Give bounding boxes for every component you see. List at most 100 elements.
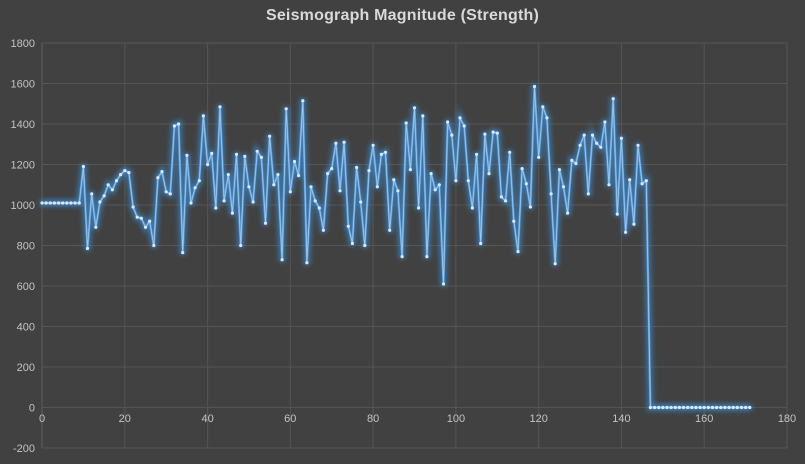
data-point-marker [81, 164, 85, 169]
x-tick-label: 80 [367, 413, 379, 425]
y-tick-label: 600 [17, 281, 35, 293]
data-point-marker [48, 201, 52, 205]
data-point-marker [114, 179, 119, 183]
data-point-marker [143, 225, 148, 229]
data-point-marker [57, 201, 61, 205]
data-point-marker [483, 132, 487, 136]
x-tick-label: 60 [284, 413, 296, 425]
data-point-marker [624, 230, 628, 234]
data-point-marker [549, 192, 553, 196]
data-point-marker [727, 405, 731, 410]
y-tick-label: 1000 [11, 200, 35, 212]
data-point-marker [263, 221, 268, 225]
data-point-marker [599, 145, 603, 149]
data-point-marker [723, 405, 727, 410]
data-point-marker [532, 84, 537, 89]
y-tick-label: 1600 [11, 78, 35, 90]
data-point-marker [619, 136, 624, 140]
data-point-marker [396, 189, 400, 193]
data-point-marker [172, 124, 176, 128]
data-point-marker [719, 405, 723, 410]
data-point-marker [570, 158, 574, 162]
data-point-marker [102, 194, 106, 198]
data-point-marker [189, 201, 193, 205]
data-point-marker [52, 201, 57, 205]
data-point-marker [272, 183, 276, 187]
data-point-marker [657, 405, 661, 410]
chart-title: Seismograph Magnitude (Strength) [265, 7, 540, 24]
data-point-marker [545, 116, 549, 120]
y-tick-label: 200 [17, 362, 35, 374]
data-point-marker [309, 185, 313, 189]
data-point-marker [206, 162, 210, 167]
data-point-marker [321, 228, 325, 232]
data-point-marker [665, 405, 669, 410]
data-point-marker [582, 133, 586, 137]
x-tick-label: 100 [447, 413, 465, 425]
data-point-marker [280, 258, 284, 262]
data-point-marker [574, 161, 578, 166]
data-point-marker [177, 122, 181, 126]
data-point-marker [561, 185, 566, 189]
y-tick-label: 1400 [11, 119, 35, 131]
data-point-marker [702, 405, 706, 410]
x-tick-label: 140 [612, 413, 630, 425]
data-point-marker [201, 114, 205, 118]
data-point-marker [230, 211, 234, 215]
data-point-marker [425, 255, 429, 259]
x-tick-label: 0 [39, 413, 45, 425]
data-point-marker [301, 99, 305, 103]
y-tick-label: -200 [13, 443, 35, 455]
data-point-marker [710, 405, 715, 410]
data-point-marker [268, 134, 272, 138]
data-point-marker [706, 405, 711, 410]
data-point-marker [524, 182, 528, 186]
data-point-marker [653, 405, 657, 410]
data-point-marker [313, 199, 317, 203]
y-tick-label: 0 [29, 402, 35, 414]
data-point-marker [690, 405, 694, 410]
data-point-marker [40, 201, 44, 205]
data-point-marker [512, 219, 516, 223]
data-point-marker [90, 192, 94, 196]
seismograph-series-glow [42, 86, 750, 412]
data-point-marker [644, 179, 648, 183]
data-point-marker [454, 179, 458, 183]
data-point-marker [292, 159, 297, 164]
data-point-marker [661, 405, 665, 410]
data-point-marker [110, 188, 114, 192]
data-point-marker [135, 215, 139, 219]
data-point-marker [139, 216, 143, 220]
data-point-marker [359, 200, 363, 204]
x-tick-label: 160 [695, 413, 713, 425]
data-point-marker [222, 199, 226, 203]
y-tick-label: 800 [17, 240, 35, 252]
data-point-marker [487, 172, 491, 176]
data-point-marker [462, 124, 466, 128]
data-point-marker [148, 219, 152, 223]
data-point-marker [748, 405, 752, 410]
data-point-marker [686, 405, 690, 410]
y-tick-label: 1200 [11, 159, 35, 171]
data-point-marker [495, 131, 499, 135]
data-point-marker [388, 228, 392, 232]
data-point-marker [383, 150, 388, 154]
data-point-marker [681, 405, 686, 410]
data-point-marker [508, 150, 512, 154]
data-point-marker [44, 201, 48, 205]
seismograph-series-line-highlight [42, 86, 750, 408]
data-point-marker [255, 149, 259, 153]
data-point-marker [251, 200, 255, 204]
data-point-marker [437, 183, 441, 187]
data-point-marker [640, 182, 644, 186]
data-point-marker [106, 183, 110, 187]
data-point-marker [595, 141, 599, 145]
data-point-marker [375, 185, 379, 189]
data-point-marker [450, 133, 454, 137]
data-point-marker [421, 114, 425, 118]
data-point-marker [297, 174, 301, 178]
data-point-marker [632, 222, 636, 226]
data-point-marker [590, 133, 595, 137]
data-point-marker [628, 178, 632, 182]
